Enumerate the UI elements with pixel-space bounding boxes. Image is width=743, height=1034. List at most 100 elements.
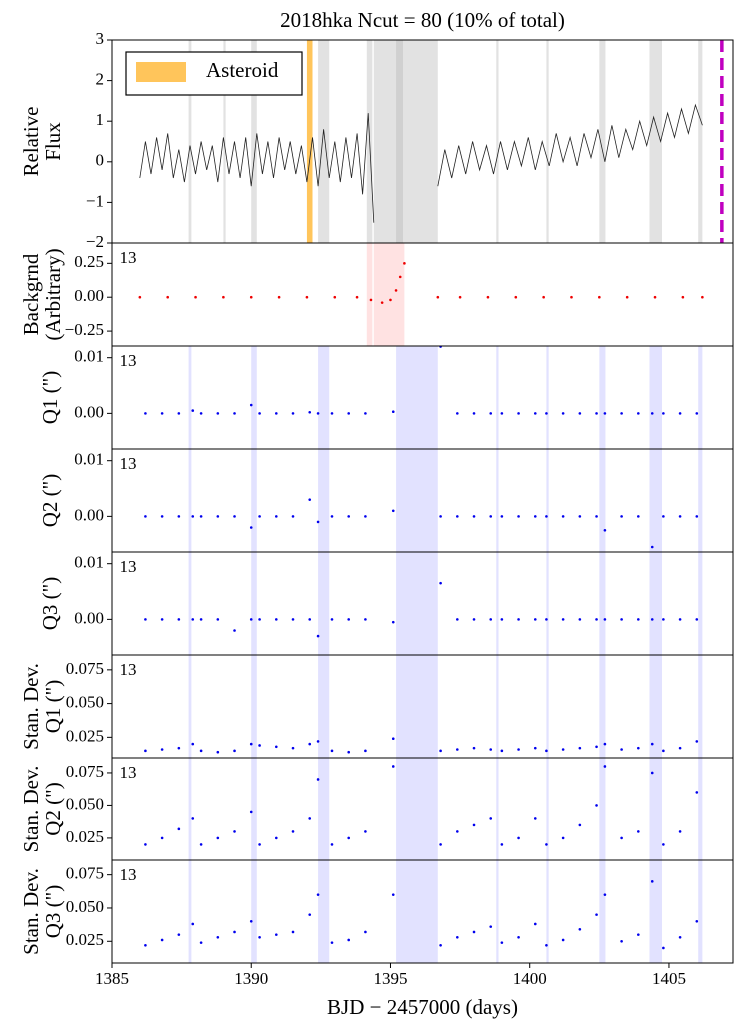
point: [249, 618, 253, 621]
span: [318, 552, 330, 655]
point: [489, 817, 493, 820]
span: [698, 346, 703, 449]
point: [595, 745, 598, 749]
point: [650, 618, 654, 621]
y-tick-label: −2: [86, 232, 104, 251]
span: [698, 860, 703, 963]
point: [160, 938, 164, 942]
point: [369, 298, 373, 302]
point: [662, 946, 665, 950]
span: [546, 40, 549, 243]
point: [191, 409, 195, 412]
point: [662, 749, 665, 753]
span: [698, 40, 703, 243]
point: [500, 941, 504, 944]
point: [275, 412, 278, 415]
y-tick-label: 1: [96, 110, 105, 129]
point: [391, 765, 395, 768]
point: [308, 498, 312, 501]
point: [249, 295, 253, 299]
point: [144, 618, 147, 621]
point: [138, 295, 142, 299]
point: [637, 618, 640, 621]
point: [166, 295, 169, 299]
span: [373, 243, 405, 346]
point: [144, 943, 147, 947]
point: [258, 618, 261, 621]
offset-text: 13: [120, 865, 137, 884]
point: [545, 843, 548, 846]
point: [489, 925, 493, 928]
point: [570, 295, 573, 299]
point: [603, 528, 607, 532]
y-tick-label: 0.00: [74, 286, 104, 305]
span: [599, 552, 606, 655]
point: [222, 295, 225, 299]
point: [216, 935, 220, 939]
span: [251, 655, 257, 758]
point: [275, 933, 278, 936]
point: [177, 412, 181, 415]
y-tick-label: 0.075: [66, 864, 104, 883]
y-axis-label: (Arbitrary): [41, 248, 65, 340]
point: [258, 843, 261, 846]
x-tick-label: 1385: [95, 969, 129, 988]
point: [364, 830, 367, 833]
point: [258, 744, 261, 747]
span: [188, 758, 192, 860]
point: [603, 765, 607, 768]
point: [650, 545, 654, 549]
axes-frame: [111, 859, 734, 964]
point: [695, 791, 699, 794]
point: [316, 893, 320, 896]
span: [649, 655, 662, 758]
point: [144, 843, 147, 846]
plot-area: [144, 552, 703, 655]
point: [258, 412, 261, 415]
span: [649, 449, 662, 552]
span: [649, 758, 662, 860]
chart-title: 2018hka Ncut = 80 (10% of total): [280, 8, 565, 32]
point: [620, 412, 623, 415]
point: [561, 748, 565, 751]
point: [391, 893, 395, 896]
point: [199, 941, 203, 944]
y-axis-label: Q2 ("): [38, 474, 62, 527]
span: [698, 552, 703, 655]
span: [496, 552, 499, 655]
span: [496, 449, 499, 552]
point: [391, 737, 395, 740]
point: [517, 836, 520, 840]
span: [546, 449, 549, 552]
y-tick-label: 0.25: [74, 252, 104, 271]
point: [191, 515, 195, 518]
point: [316, 520, 320, 524]
span: [318, 449, 330, 552]
point: [542, 295, 545, 299]
span: [251, 40, 257, 243]
span: [496, 860, 499, 963]
point: [177, 618, 181, 621]
point: [355, 295, 359, 299]
y-tick-label: 0.01: [74, 450, 104, 469]
span: [318, 346, 330, 449]
y-tick-label: 0.025: [66, 827, 104, 846]
span: [649, 40, 662, 243]
point: [347, 938, 351, 942]
point: [456, 515, 459, 518]
point: [456, 830, 459, 833]
y-tick-label: 0.075: [66, 762, 104, 781]
point: [533, 922, 537, 926]
asteroid-band: [306, 40, 313, 243]
point: [500, 412, 504, 415]
point: [308, 618, 312, 621]
span: [318, 40, 330, 243]
point: [695, 740, 699, 743]
span: [223, 40, 226, 243]
point: [653, 295, 657, 299]
point: [258, 935, 261, 939]
y-axis-label: Q1 ("): [41, 680, 65, 733]
point: [364, 930, 367, 934]
point: [249, 526, 253, 529]
